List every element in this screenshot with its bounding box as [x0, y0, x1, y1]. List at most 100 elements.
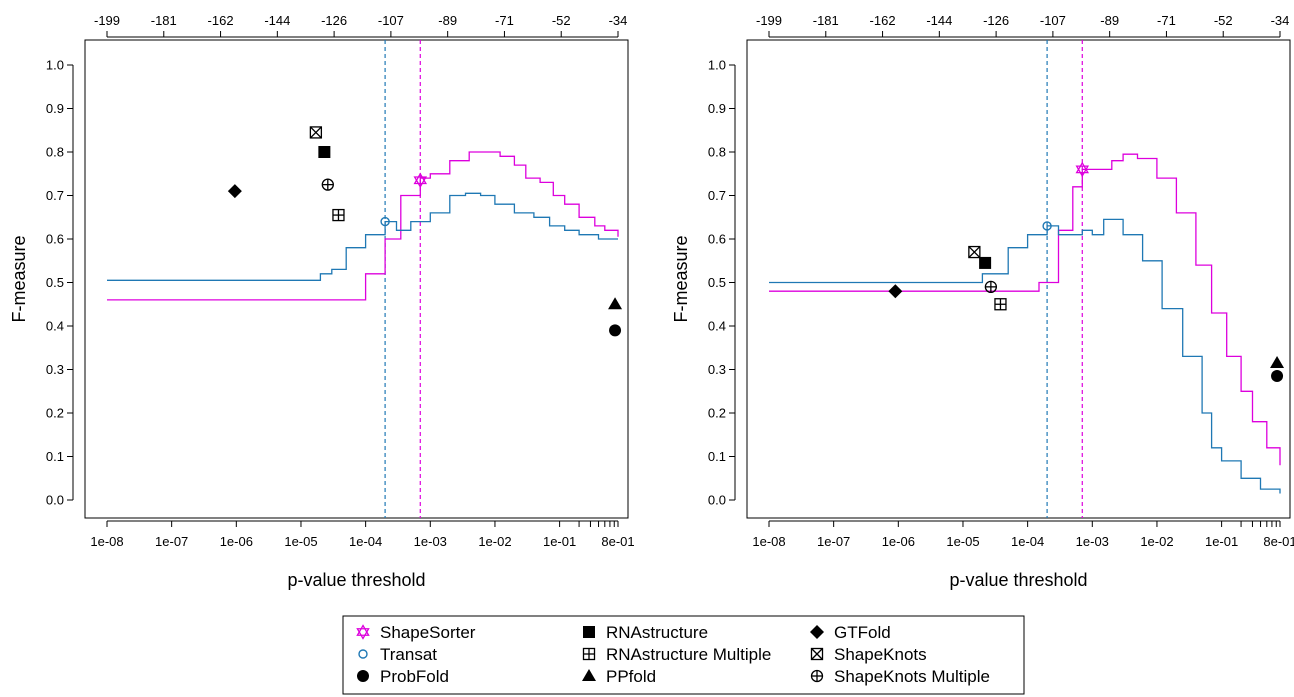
series-line-shapesorter	[769, 153, 1281, 466]
star-icon	[1075, 161, 1090, 174]
legend-marker-probfold	[357, 670, 369, 682]
top-tick-label: -126	[983, 13, 1009, 28]
square-icon	[583, 626, 595, 638]
top-tick-label: -107	[1040, 13, 1066, 28]
star-icon	[1075, 165, 1090, 178]
x-tick-label: 8e-01	[1263, 534, 1294, 549]
point-rnastructure_multiple	[332, 208, 345, 222]
circle-icon	[1042, 221, 1052, 231]
y-tick-label: 0.1	[46, 449, 64, 464]
triangle-icon	[582, 669, 596, 681]
point-probfold	[609, 324, 622, 337]
y-tick-label: 0.0	[46, 493, 64, 508]
top-tick-label: -181	[151, 13, 177, 28]
circle-icon	[358, 649, 368, 659]
box-icon	[968, 245, 981, 259]
y-tick-label: 0.6	[708, 232, 726, 247]
top-tick-label: -52	[552, 13, 571, 28]
box-icon	[309, 126, 323, 139]
x-tick-label: 8e-01	[601, 534, 634, 549]
y-tick-label: 0.5	[46, 275, 64, 290]
circle-icon	[380, 216, 390, 227]
y-tick-label: 0.2	[708, 406, 726, 421]
y-tick-label: 1.0	[46, 58, 64, 73]
x-tick-label: 1e-05	[946, 534, 979, 549]
y-tick-label: 0.5	[708, 275, 726, 290]
legend: ShapeSorter Transat ProbFold RNAstructure RN…	[342, 615, 1025, 695]
y-tick-label: 0.1	[708, 449, 726, 464]
series-line-transat	[769, 218, 1281, 494]
legend-box	[342, 615, 1025, 695]
x-tick-label: 1e-08	[752, 534, 785, 549]
legend-item-ppfold: PPfold	[582, 667, 656, 686]
triangle-icon	[608, 297, 623, 310]
legend-marker-shapeknots	[810, 647, 824, 661]
highlight-marker-shapesorter	[413, 172, 428, 189]
y-tick-label: 0.6	[46, 232, 64, 247]
y-tick-label: 0.0	[708, 493, 726, 508]
circle-icon	[1271, 370, 1284, 383]
top-tick-label: -126	[321, 13, 347, 28]
triangle-icon	[1270, 355, 1285, 368]
legend-item-rnastructure: RNAstructure	[583, 623, 708, 642]
top-tick-label: -107	[378, 13, 404, 28]
x-axis: 1e-08 1e-07 1e-06 1e-05 1e-04 1e-03 1e-02 1e-01…	[752, 520, 1294, 549]
top-tick-label: -71	[1157, 13, 1176, 28]
y-axis: 0.0 0.1 0.2 0.3 0.4 0.5 0.6 0.7 0.8 0.9 1.0	[708, 58, 736, 508]
y-tick-label: 0.8	[708, 145, 726, 160]
top-tick-label: -144	[264, 13, 290, 28]
legend-marker-rnastructure	[583, 626, 595, 638]
x-stroke	[968, 246, 981, 259]
x-tick-label: 1e-01	[1205, 534, 1238, 549]
square-icon	[318, 146, 331, 158]
plot-frame	[84, 39, 629, 519]
star-icon	[413, 172, 428, 185]
legend-marker-shapeknots_multiple	[810, 669, 824, 683]
legend-marker-transat	[358, 649, 368, 659]
circle-icon	[609, 324, 622, 337]
star-icon	[356, 624, 370, 636]
diamond-icon	[227, 184, 242, 199]
x-stroke	[811, 648, 823, 660]
legend-label: ProbFold	[380, 667, 449, 686]
legend-item-shapesorter: ShapeSorter	[356, 623, 476, 642]
x-tick-label: 1e-07	[817, 534, 850, 549]
x-tick-label: 1e-08	[90, 534, 123, 549]
top-tick-label: -199	[756, 13, 782, 28]
x-tick-label: 1e-05	[284, 534, 317, 549]
point-gtfold	[888, 284, 903, 299]
top-tick-label: -89	[438, 13, 457, 28]
legend-label: ShapeSorter	[380, 623, 476, 642]
diamond-icon	[810, 625, 824, 639]
series-line-transat	[107, 192, 618, 281]
y-axis-title: F-measure	[671, 235, 691, 322]
point-rnastructure	[979, 256, 992, 269]
legend-item-transat: Transat	[358, 645, 437, 664]
x-tick-label: 1e-02	[1140, 534, 1173, 549]
top-tick-label: -71	[495, 13, 514, 28]
point-shapeknots	[309, 126, 323, 139]
legend-marker-gtfold	[810, 625, 824, 639]
legend-label: GTFold	[834, 623, 891, 642]
x-tick-label: 1e-03	[414, 534, 447, 549]
box-icon	[810, 647, 824, 661]
legend-item-gtfold: GTFold	[810, 623, 891, 642]
legend-label: ShapeKnots	[834, 645, 927, 664]
y-tick-label: 1.0	[708, 58, 726, 73]
point-probfold	[1271, 370, 1284, 383]
star-icon	[413, 176, 428, 189]
highlight-marker-shapesorter	[1075, 161, 1090, 178]
top-tick-label: -89	[1100, 13, 1119, 28]
top-tick-label: -34	[609, 13, 628, 28]
point-gtfold	[227, 184, 242, 199]
y-tick-label: 0.7	[708, 188, 726, 203]
top-axis: -199 -181 -162 -144 -126 -107 -89 -71 -52 -34	[94, 13, 628, 38]
y-tick-label: 0.3	[708, 362, 726, 377]
point-rnastructure_multiple	[994, 298, 1007, 311]
top-tick-label: -199	[94, 13, 120, 28]
top-tick-label: -162	[208, 13, 234, 28]
legend-item-shapeknots_multiple: ShapeKnots Multiple	[810, 667, 990, 686]
star-icon	[356, 628, 370, 640]
point-ppfold	[608, 297, 623, 310]
y-tick-label: 0.7	[46, 188, 64, 203]
